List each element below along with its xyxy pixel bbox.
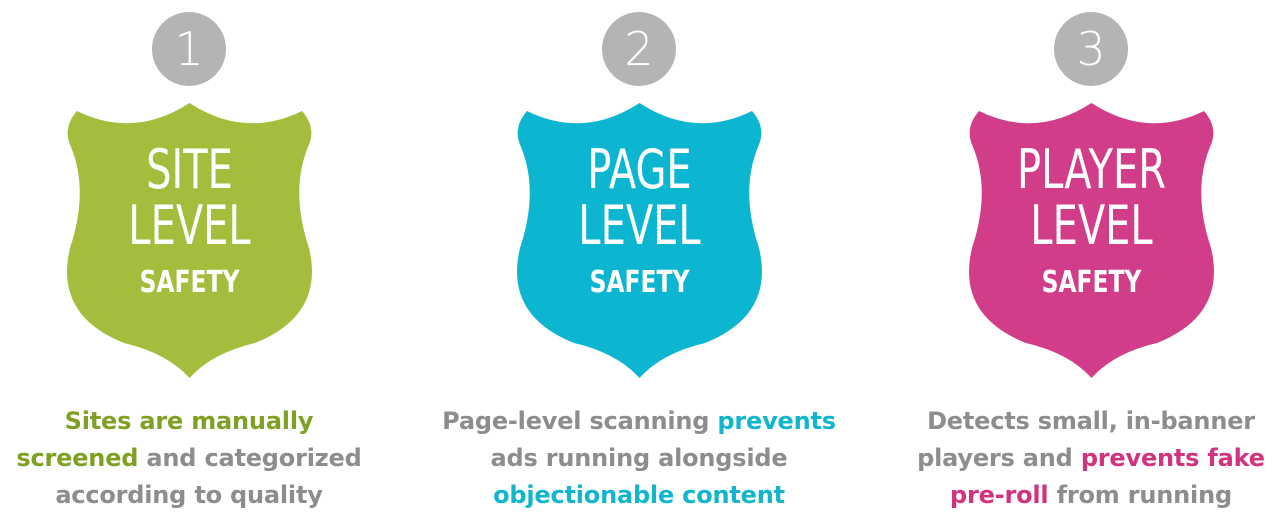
shield-title-line1: PAGE <box>587 138 692 201</box>
shield-title-line2: LEVEL <box>578 194 701 257</box>
step-panel-player-level: 3 PLAYER LEVEL SAFETY Detects small, in-… <box>891 0 1277 519</box>
caption-line-1: Detects small, in-banner <box>927 407 1255 435</box>
step-description: Page-level scanning prevents ads running… <box>439 403 839 514</box>
step-description: Detects small, in-banner players and pre… <box>891 403 1277 514</box>
caption-line-2: players and prevents fake <box>917 444 1265 472</box>
shield-icon: SITE LEVEL SAFETY <box>62 103 317 378</box>
caption-line-1: Sites are manually <box>64 407 314 435</box>
caption-line-3: according to quality <box>55 481 323 509</box>
shield-title-line1: SITE <box>146 138 233 201</box>
caption-line-3: pre-roll from running <box>950 481 1232 509</box>
shield-shape <box>517 103 762 378</box>
shield-subtitle: SAFETY <box>139 265 240 300</box>
step-description: Sites are manually screened and categori… <box>0 403 389 514</box>
step-panel-site-level: 1 SITE LEVEL SAFETY Sites are manually s… <box>0 0 389 519</box>
shield-shape <box>969 103 1214 378</box>
shield-title-line1: PLAYER <box>1017 138 1166 201</box>
step-number-badge: 2 <box>602 12 676 86</box>
step-panel-page-level: 2 PAGE LEVEL SAFETY Page-level scanning … <box>439 0 839 519</box>
step-number-badge: 1 <box>152 12 226 86</box>
shield-subtitle: SAFETY <box>1041 265 1142 300</box>
shield-title-line2: LEVEL <box>128 194 251 257</box>
shield-icon: PAGE LEVEL SAFETY <box>512 103 767 378</box>
shield-subtitle: SAFETY <box>589 265 690 300</box>
caption-line-3: objectionable content <box>493 481 785 509</box>
caption-line-2: screened and categorized <box>16 444 362 472</box>
caption-line-2: ads running alongside <box>490 444 788 472</box>
shield-title-line2: LEVEL <box>1030 194 1153 257</box>
caption-line-1: Page-level scanning prevents <box>442 407 836 435</box>
shield-icon: PLAYER LEVEL SAFETY <box>964 103 1219 378</box>
step-number-badge: 3 <box>1054 12 1128 86</box>
shield-shape <box>67 103 312 378</box>
